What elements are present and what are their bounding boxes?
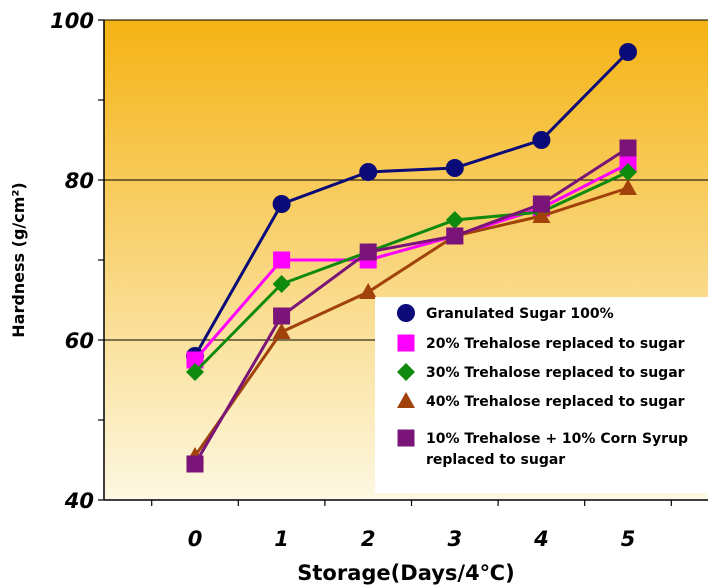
data-point (359, 163, 378, 181)
legend-marker (397, 304, 415, 322)
data-point (273, 251, 291, 269)
data-point (445, 159, 464, 177)
series-group (186, 43, 637, 473)
data-point (445, 211, 464, 229)
data-point (619, 43, 637, 61)
data-point (273, 307, 291, 325)
data-point (532, 207, 551, 223)
legend-marker (397, 429, 415, 447)
data-point (446, 227, 464, 245)
x-tick-label: 0 (188, 527, 203, 551)
axes (98, 19, 708, 506)
data-point (272, 323, 291, 339)
data-point (186, 363, 204, 381)
y-tick-label: 40 (64, 489, 94, 513)
data-point (186, 455, 204, 473)
x-tick-label: 4 (533, 527, 549, 551)
legend-box (375, 297, 708, 493)
y-tick-label: 100 (50, 9, 94, 33)
legend-label: Granulated Sugar 100% (426, 306, 614, 322)
series-line (193, 170, 629, 374)
series-line (193, 50, 630, 357)
data-point (359, 283, 378, 299)
tick-labels: 40 60 80 100 0 1 2 3 4 5 (50, 9, 635, 551)
legend-marker (397, 392, 415, 408)
legend-label: replaced to sugar (426, 452, 565, 468)
y-tick-label: 80 (65, 169, 94, 193)
data-point (272, 275, 291, 293)
x-tick-label: 2 (361, 527, 376, 551)
legend: Granulated Sugar 100% 20% Trehalose repla… (375, 297, 708, 493)
x-tick-label: 3 (447, 527, 462, 551)
data-point (619, 179, 637, 195)
data-point (532, 195, 550, 213)
x-tick-label: 5 (621, 527, 636, 551)
data-point (532, 131, 551, 149)
series-line (193, 162, 629, 361)
legend-marker (397, 363, 415, 381)
data-point (619, 163, 637, 181)
series-line (193, 186, 629, 457)
legend-label: 30% Trehalose replaced to sugar (426, 365, 685, 381)
legend-label: 40% Trehalose replaced to sugar (426, 394, 685, 410)
y-axis-title: Hardness (g/cm²) (9, 182, 28, 337)
data-point (619, 139, 637, 157)
series-5 (186, 139, 637, 473)
data-point (359, 243, 377, 261)
x-tick-label: 1 (274, 527, 289, 551)
data-point (272, 195, 291, 213)
y-tick-label: 60 (65, 329, 94, 353)
legend-label: 10% Trehalose + 10% Corn Syrup (426, 431, 688, 447)
legend-marker (397, 334, 415, 352)
legend-label: 20% Trehalose replaced to sugar (426, 336, 685, 352)
x-axis-title: Storage(Days/4℃) (297, 561, 514, 585)
series-line (193, 146, 629, 465)
data-point (186, 351, 204, 369)
